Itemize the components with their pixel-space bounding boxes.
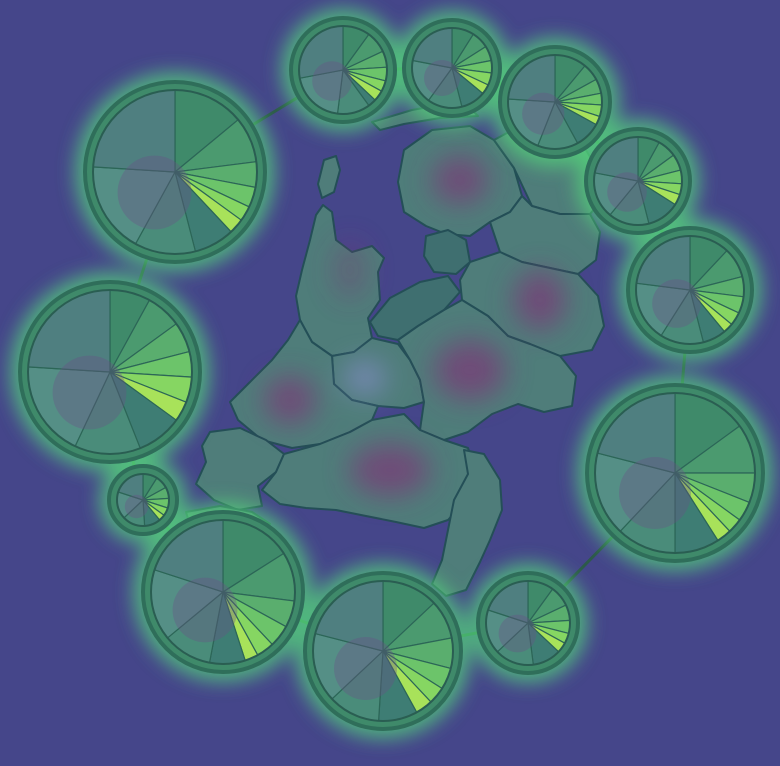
pie-glyph-layer <box>18 16 765 731</box>
pie-glyph-zeeland[interactable] <box>107 464 179 536</box>
heat-spot-noord-brabant <box>350 444 430 496</box>
pie-glyph-zuid-holland[interactable] <box>141 510 305 674</box>
heat-spot-overijssel <box>514 270 566 330</box>
province-flevoland-north <box>423 229 471 275</box>
pie-heat-tint <box>652 279 701 328</box>
pie-glyph-friesland[interactable] <box>402 18 502 118</box>
pie-inner-ring <box>411 27 493 109</box>
attention-heat-layer <box>264 156 566 496</box>
pie-inner-ring <box>312 580 454 722</box>
pie-inner-ring <box>507 54 603 150</box>
pie-glyph-overijssel[interactable] <box>585 383 765 563</box>
pie-glyph-groningen[interactable] <box>498 45 612 159</box>
pie-heat-tint <box>52 355 127 430</box>
pie-inner-ring <box>594 392 756 554</box>
pie-heat-tint <box>498 614 537 653</box>
pie-heat-tint <box>312 61 352 101</box>
pie-heat-tint <box>607 172 647 212</box>
pie-heat-tint <box>124 494 149 519</box>
pie-glyph-noord-brabant[interactable] <box>303 571 463 731</box>
heat-spot-friesland <box>432 156 488 204</box>
heat-spot-noord-holland <box>332 240 368 300</box>
province-limburg <box>431 449 503 597</box>
pie-heat-tint <box>117 155 192 230</box>
pie-glyph-zeeland[interactable] <box>18 280 202 464</box>
pie-heat-tint <box>424 60 460 96</box>
pie-glyph-limburg[interactable] <box>476 571 580 675</box>
province-island-texel <box>317 155 341 199</box>
pie-heat-tint <box>172 577 238 643</box>
province-flevoland <box>369 275 461 341</box>
pie-inner-ring <box>485 580 571 666</box>
heat-spot-gelderland <box>434 340 506 400</box>
heat-spot-zuid-holland <box>264 376 316 424</box>
pie-heat-tint <box>334 637 397 700</box>
pie-inner-ring <box>298 25 388 115</box>
pie-inner-ring <box>92 89 258 255</box>
pie-inner-ring <box>27 289 193 455</box>
pie-inner-ring <box>116 473 170 527</box>
pie-heat-tint <box>619 457 691 529</box>
heat-spot-utrecht <box>345 362 385 394</box>
pie-glyph-drenthe[interactable] <box>626 226 754 354</box>
pie-glyph-noord-holland[interactable] <box>83 80 267 264</box>
pie-glyph-groningen[interactable] <box>584 127 692 235</box>
pie-glyph-friesland[interactable] <box>289 16 397 124</box>
pie-inner-ring <box>635 235 745 345</box>
pie-inner-ring <box>593 136 683 226</box>
pie-heat-tint <box>522 92 565 135</box>
province-zeeland <box>195 427 285 511</box>
pie-inner-ring <box>150 519 296 665</box>
